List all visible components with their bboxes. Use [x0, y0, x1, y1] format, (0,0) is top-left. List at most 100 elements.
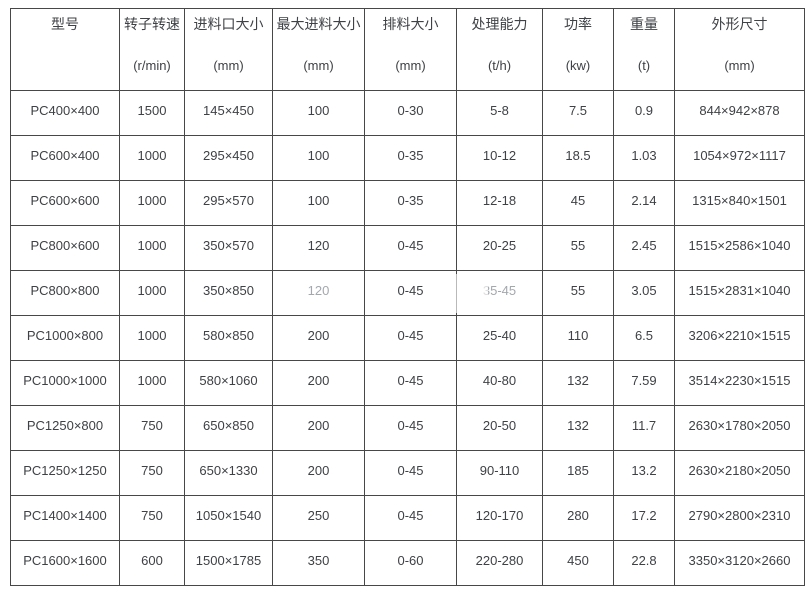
table-cell: 20-25 [456, 225, 543, 271]
table-cell: 132 [542, 405, 614, 451]
table-cell: 0-35 [364, 135, 457, 181]
table-cell: 1000 [119, 315, 185, 361]
column-header-unit: (r/min) [133, 58, 171, 73]
column-header: 进料口大小 (mm) [184, 8, 273, 91]
table-cell: 13.2 [613, 450, 675, 496]
table-cell: 3206×2210×1515 [674, 315, 805, 361]
table-cell: 1.03 [613, 135, 675, 181]
column-header-unit: (mm) [213, 58, 244, 73]
column-header-label: 转子转速 [124, 16, 180, 32]
column-header: 转子转速 (r/min) [119, 8, 185, 91]
table-cell: 250 [272, 495, 365, 541]
table-cell: 0-45 [364, 450, 457, 496]
table-cell: 120-170 [456, 495, 543, 541]
table-cell: 0-45 [364, 270, 457, 316]
table-cell: 145×450 [184, 90, 273, 136]
table-cell: 18.5 [542, 135, 614, 181]
table-cell: 11.7 [613, 405, 675, 451]
model-cell: PC800×600 [10, 225, 120, 271]
table-cell: 750 [119, 495, 185, 541]
table-cell: 2630×1780×2050 [674, 405, 805, 451]
table-row: PC600×600 1000 295×570 100 0-35 12-18 45 2.14 13… [10, 180, 805, 226]
column-header-label: 进料口大小 [193, 16, 264, 32]
model-cell: PC1000×1000 [10, 360, 120, 406]
column-header-label: 外形尺寸 [711, 16, 768, 32]
model-cell: PC1250×1250 [10, 450, 120, 496]
column-header-label: 处理能力 [471, 16, 528, 32]
table-cell: 0-45 [364, 495, 457, 541]
table-cell: 1000 [119, 135, 185, 181]
table-cell: 580×1060 [184, 360, 273, 406]
table-cell: 1000 [119, 270, 185, 316]
table-cell: 110 [542, 315, 614, 361]
model-cell: PC1250×800 [10, 405, 120, 451]
table-cell: 650×850 [184, 405, 273, 451]
table-cell: 1500×1785 [184, 540, 273, 586]
table-cell: 120 [272, 225, 365, 271]
table-cell: 45 [542, 180, 614, 226]
table-cell: 6.5 [613, 315, 675, 361]
table-row: PC800×600 1000 350×570 120 0-45 20-25 55 2.45 15… [10, 225, 805, 271]
table-cell: 0-30 [364, 90, 457, 136]
model-cell: PC1400×1400 [10, 495, 120, 541]
table-cell: 3350×3120×2660 [674, 540, 805, 586]
table-cell: 55 [542, 270, 614, 316]
column-header-unit: (mm) [724, 58, 755, 73]
table-cell: 295×450 [184, 135, 273, 181]
table-cell: 120 [272, 270, 365, 316]
table-cell: 100 [272, 90, 365, 136]
column-header-label: 重量 [630, 16, 658, 32]
table-cell: 0-45 [364, 360, 457, 406]
table-cell: 10-12 [456, 135, 543, 181]
table-cell: 2.14 [613, 180, 675, 226]
table-cell: 1000 [119, 360, 185, 406]
model-cell: PC800×800 [10, 270, 120, 316]
table-cell: 350×570 [184, 225, 273, 271]
table-row: PC400×400 1500 145×450 100 0-30 5-8 7.5 0.9 844×… [10, 90, 805, 136]
table-cell: 200 [272, 360, 365, 406]
table-cell: 7.5 [542, 90, 614, 136]
model-cell: PC600×400 [10, 135, 120, 181]
table-cell: 1050×1540 [184, 495, 273, 541]
table-row: PC1250×800 750 650×850 200 0-45 20-50 132 11.7 2… [10, 405, 805, 451]
table-cell: 1515×2831×1040 [674, 270, 805, 316]
table-cell: 280 [542, 495, 614, 541]
table-cell: 100 [272, 180, 365, 226]
column-header: 重量 (t) [613, 8, 675, 91]
table-cell: 2790×2800×2310 [674, 495, 805, 541]
table-cell: 0-45 [364, 315, 457, 361]
table-cell: 200 [272, 405, 365, 451]
table-cell: 0.9 [613, 90, 675, 136]
table-cell: 0-45 [364, 405, 457, 451]
table-cell: 100 [272, 135, 365, 181]
table-cell: 5-8 [456, 90, 543, 136]
column-header-unit: (kw) [565, 58, 591, 73]
column-header-label: 最大进料大小 [276, 16, 361, 32]
model-cell: PC1600×1600 [10, 540, 120, 586]
table-cell: 1054×972×1117 [674, 135, 805, 181]
table-cell: 7.59 [613, 360, 675, 406]
table-cell: 1500 [119, 90, 185, 136]
table-body: PC400×400 1500 145×450 100 0-30 5-8 7.5 0.9 844×… [10, 90, 805, 586]
column-header: 排料大小 (mm) [364, 8, 457, 91]
table-row: PC1400×1400 750 1050×1540 250 0-45 120-170 280… [10, 495, 805, 541]
column-header: 型号 [10, 8, 120, 91]
table-cell: 3514×2230×1515 [674, 360, 805, 406]
table-row: PC1000×1000 1000 580×1060 200 0-45 40-80 132 7.… [10, 360, 805, 406]
model-cell: PC600×600 [10, 180, 120, 226]
column-header-unit: (t) [637, 58, 651, 73]
table-cell: 55 [542, 225, 614, 271]
table-cell: 350 [272, 540, 365, 586]
model-cell: PC400×400 [10, 90, 120, 136]
table-row: PC800×800 1000 350×850 120 0-45 35-45 55 3.05 15… [10, 270, 805, 316]
table-row: PC1000×800 1000 580×850 200 0-45 25-40 110 6.5 3… [10, 315, 805, 361]
table-cell: 25-40 [456, 315, 543, 361]
table-cell: 750 [119, 405, 185, 451]
column-header-unit: (t/h) [487, 58, 512, 73]
column-header-unit: (mm) [303, 58, 334, 73]
table-cell: 350×850 [184, 270, 273, 316]
table-row: PC1600×1600 600 1500×1785 350 0-60 220-280 450… [10, 540, 805, 586]
table-cell: 1315×840×1501 [674, 180, 805, 226]
table-cell: 600 [119, 540, 185, 586]
